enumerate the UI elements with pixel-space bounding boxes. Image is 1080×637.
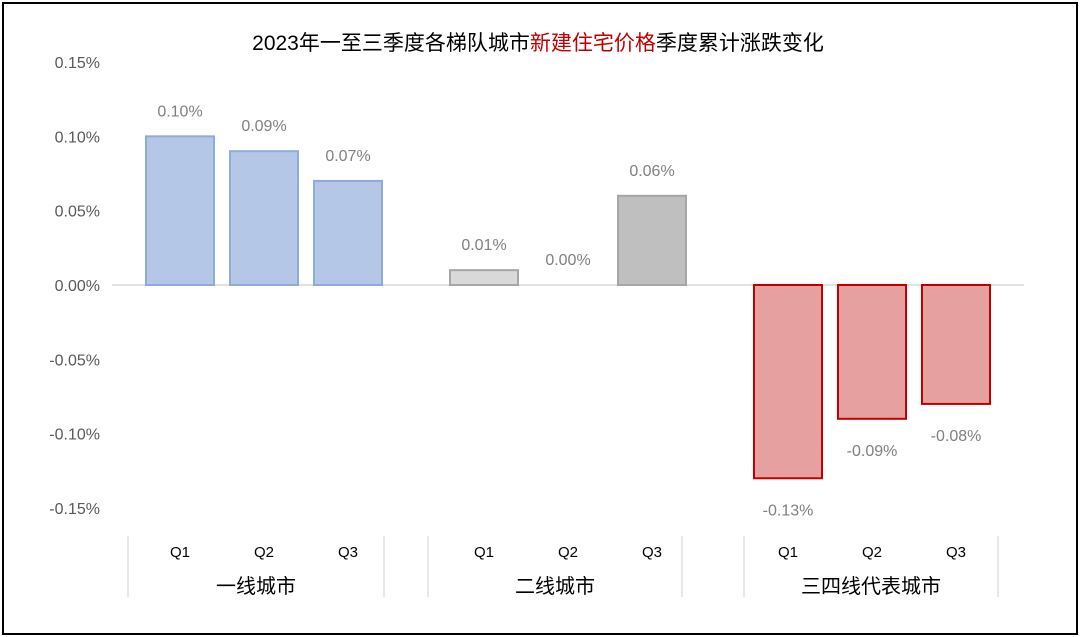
y-tick-label: 0.05% (55, 204, 100, 221)
chart-title-part-1: 2023年一至三季度各梯队城市 (252, 32, 530, 55)
chart-title-part-2: 新建住宅价格 (530, 32, 656, 55)
quarter-label: Q2 (558, 544, 578, 561)
y-tick-label: -0.05% (49, 352, 100, 369)
data-label: 0.06% (629, 163, 674, 180)
x-axis: Q1 Q2 Q3 一线城市 Q1 Q2 Q3 二线城市 Q1 Q2 Q3 三四线代表城市 (127, 536, 999, 598)
quarter-label: Q1 (778, 544, 798, 561)
bar-0-0 (145, 135, 215, 286)
quarter-label: Q3 (642, 544, 662, 561)
y-tick-label: 0.10% (55, 129, 100, 146)
bar-0-1 (229, 150, 299, 286)
group-label: 三四线代表城市 (801, 575, 941, 598)
y-tick-label: -0.15% (49, 501, 100, 518)
quarter-label: Q1 (170, 544, 190, 561)
y-tick-label: -0.10% (49, 427, 100, 444)
chart-title: 2023年一至三季度各梯队城市新建住宅价格季度累计涨跌变化 (252, 32, 824, 55)
bar-1-2 (617, 194, 687, 286)
data-label: -0.09% (847, 443, 898, 460)
bar-0-2 (313, 179, 383, 286)
quarter-label: Q2 (254, 544, 274, 561)
bar-2-1 (837, 284, 907, 420)
group-label: 一线城市 (216, 575, 296, 598)
data-label: -0.08% (931, 428, 982, 445)
y-tick-label: 0.00% (55, 278, 100, 295)
y-tick-label: 0.15% (55, 55, 100, 72)
y-axis: 0.15% 0.10% 0.05% 0.00% -0.05% -0.10% -0.15% (49, 55, 1024, 518)
bar-1-0 (449, 269, 519, 286)
chart-title-part-3: 季度累计涨跌变化 (656, 32, 824, 55)
quarter-label: Q3 (946, 544, 966, 561)
data-label: 0.00% (545, 252, 590, 269)
data-label: 0.09% (241, 118, 286, 135)
bar-2-0 (753, 284, 823, 480)
data-label: -0.13% (763, 502, 814, 519)
bars: 0.10% 0.09% 0.07% 0.01% 0.00% 0.06% -0.13% -0.0… (145, 103, 991, 519)
bar-2-2 (921, 284, 991, 405)
group-label: 二线城市 (515, 575, 595, 598)
data-label: 0.07% (325, 148, 370, 165)
quarter-label: Q3 (338, 544, 358, 561)
data-label: 0.01% (461, 237, 506, 254)
data-label: 0.10% (157, 103, 202, 120)
quarter-label: Q2 (862, 544, 882, 561)
quarter-label: Q1 (474, 544, 494, 561)
